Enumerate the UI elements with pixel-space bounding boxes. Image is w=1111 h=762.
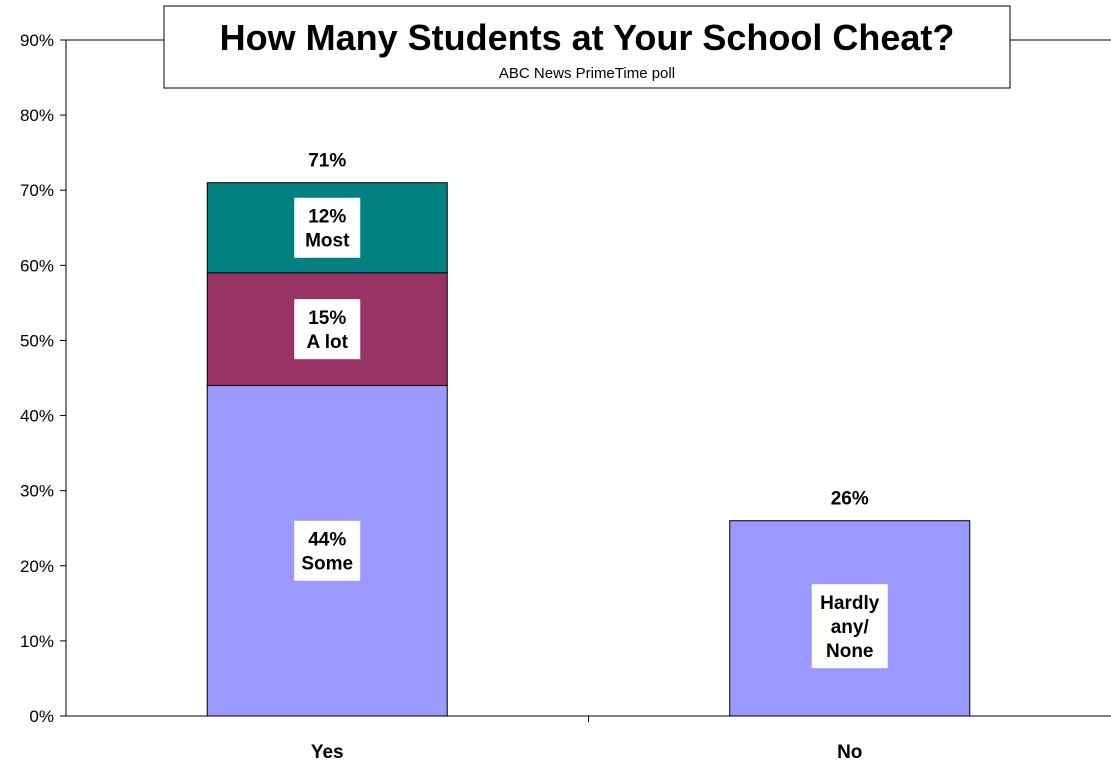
segment-label: 12%	[308, 206, 346, 227]
segment-label-box	[294, 299, 361, 360]
y-tick-label: 50%	[20, 331, 54, 350]
total-label: 71%	[308, 151, 346, 172]
x-category-label: No	[837, 742, 862, 762]
y-tick-label: 20%	[20, 557, 54, 576]
segment-label: Most	[305, 230, 350, 251]
segment-label: Some	[301, 553, 353, 574]
y-tick-label: 40%	[20, 407, 54, 426]
segment-label-box	[811, 584, 888, 669]
segment-label: A lot	[306, 332, 348, 353]
segment-label: None	[826, 641, 874, 662]
labels: 44% Some 15% A lot 12% Most 71% Yes Hardly any/No…	[294, 151, 888, 762]
total-label: 26%	[831, 489, 869, 510]
y-tick-label: 60%	[20, 256, 54, 275]
segment-label: Hardly	[820, 593, 880, 614]
title-box	[163, 5, 1011, 89]
segment-label: 15%	[308, 308, 346, 329]
segment-label-box	[294, 520, 361, 581]
segment-label: any/	[831, 617, 870, 638]
segment-label-box	[294, 197, 361, 258]
y-tick-label: 30%	[20, 482, 54, 501]
y-tick-label: 10%	[20, 632, 54, 651]
title-group: How Many Students at Your School Cheat? …	[163, 5, 1011, 89]
x-category-label: Yes	[311, 742, 344, 762]
segment-label: 44%	[308, 529, 346, 550]
y-tick-label: 70%	[20, 181, 54, 200]
chart-subtitle: ABC News PrimeTime poll	[499, 65, 675, 82]
y-tick-label: 90%	[20, 31, 54, 50]
chart-title: How Many Students at Your School Cheat?	[220, 17, 955, 58]
y-tick-label: 0%	[29, 707, 54, 726]
y-tick-label: 80%	[20, 106, 54, 125]
